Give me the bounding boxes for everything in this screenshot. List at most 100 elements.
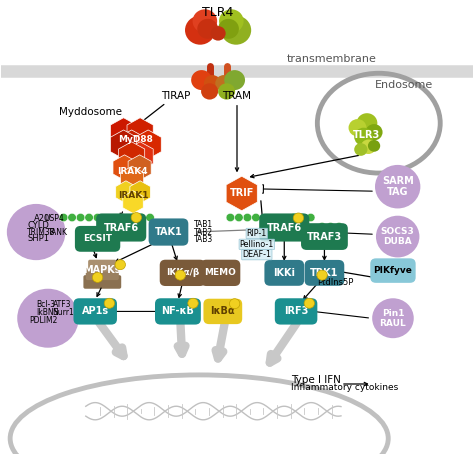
Circle shape bbox=[201, 83, 218, 100]
FancyBboxPatch shape bbox=[201, 260, 240, 286]
Circle shape bbox=[175, 270, 185, 280]
Text: Nurr1: Nurr1 bbox=[53, 308, 74, 317]
Text: Endosome: Endosome bbox=[375, 80, 433, 90]
Circle shape bbox=[17, 289, 79, 348]
Circle shape bbox=[137, 213, 146, 222]
Circle shape bbox=[204, 75, 221, 91]
Circle shape bbox=[354, 128, 373, 146]
Polygon shape bbox=[120, 166, 144, 192]
Text: IRAK1: IRAK1 bbox=[118, 191, 148, 200]
Text: PtdIns5P: PtdIns5P bbox=[317, 278, 353, 288]
Text: TRAF6: TRAF6 bbox=[104, 222, 139, 233]
Circle shape bbox=[226, 213, 235, 222]
Circle shape bbox=[210, 26, 226, 40]
Text: IκBα: IκBα bbox=[210, 306, 235, 316]
Circle shape bbox=[376, 216, 419, 258]
Polygon shape bbox=[110, 118, 137, 147]
Circle shape bbox=[298, 213, 307, 222]
FancyBboxPatch shape bbox=[264, 260, 304, 286]
Text: Pellino-1: Pellino-1 bbox=[240, 240, 274, 249]
Polygon shape bbox=[128, 155, 151, 180]
Text: TANK: TANK bbox=[48, 228, 68, 237]
Text: TRAM: TRAM bbox=[222, 91, 252, 101]
Text: TRIM38: TRIM38 bbox=[27, 228, 55, 237]
Circle shape bbox=[243, 213, 252, 222]
Text: IKKα/β: IKKα/β bbox=[166, 268, 199, 278]
Circle shape bbox=[76, 213, 85, 222]
Text: Myddosome: Myddosome bbox=[59, 107, 122, 117]
Circle shape bbox=[348, 119, 366, 136]
Polygon shape bbox=[118, 130, 145, 159]
Polygon shape bbox=[110, 130, 137, 159]
Text: IRAK4: IRAK4 bbox=[117, 167, 148, 176]
Circle shape bbox=[191, 70, 212, 90]
Polygon shape bbox=[127, 118, 153, 147]
Text: Inflammatory cytokines: Inflammatory cytokines bbox=[292, 383, 399, 392]
Circle shape bbox=[218, 83, 235, 100]
Circle shape bbox=[59, 213, 68, 222]
FancyBboxPatch shape bbox=[301, 223, 348, 250]
Text: CYLD: CYLD bbox=[27, 221, 49, 230]
Text: AP1s: AP1s bbox=[82, 306, 109, 316]
Circle shape bbox=[361, 140, 376, 154]
Circle shape bbox=[104, 298, 115, 308]
Text: MyD88: MyD88 bbox=[118, 135, 153, 143]
FancyBboxPatch shape bbox=[203, 299, 242, 324]
Text: Pin1
RAUL: Pin1 RAUL bbox=[380, 308, 406, 328]
Circle shape bbox=[221, 15, 251, 45]
FancyBboxPatch shape bbox=[86, 268, 119, 280]
Circle shape bbox=[252, 213, 260, 222]
Circle shape bbox=[7, 204, 65, 260]
FancyBboxPatch shape bbox=[155, 298, 201, 324]
Text: TAK1: TAK1 bbox=[155, 227, 182, 237]
Text: PIKfyve: PIKfyve bbox=[374, 266, 412, 275]
Text: NF-κB: NF-κB bbox=[162, 306, 194, 316]
Circle shape bbox=[115, 260, 126, 270]
Text: transmembrane: transmembrane bbox=[287, 54, 376, 64]
Circle shape bbox=[224, 70, 245, 90]
Circle shape bbox=[229, 299, 240, 308]
Text: IkBNS: IkBNS bbox=[36, 308, 58, 317]
Circle shape bbox=[92, 273, 103, 283]
Text: MAPKs: MAPKs bbox=[83, 265, 121, 275]
Text: IKKi: IKKi bbox=[273, 268, 295, 278]
Circle shape bbox=[375, 165, 420, 208]
Circle shape bbox=[218, 19, 239, 39]
Text: RIP-1: RIP-1 bbox=[247, 229, 267, 238]
FancyBboxPatch shape bbox=[305, 260, 344, 286]
Circle shape bbox=[354, 143, 367, 156]
Circle shape bbox=[317, 270, 327, 280]
Circle shape bbox=[235, 213, 243, 222]
Circle shape bbox=[219, 9, 244, 33]
FancyBboxPatch shape bbox=[75, 226, 120, 252]
Polygon shape bbox=[116, 181, 136, 203]
Circle shape bbox=[372, 298, 414, 338]
Text: TAB2: TAB2 bbox=[194, 228, 214, 237]
Text: Bcl-3: Bcl-3 bbox=[36, 300, 55, 309]
Text: IRF3: IRF3 bbox=[284, 306, 308, 316]
Text: SOCS3
DUBA: SOCS3 DUBA bbox=[381, 227, 415, 246]
Polygon shape bbox=[130, 181, 150, 203]
Polygon shape bbox=[123, 191, 143, 213]
Text: USP4: USP4 bbox=[45, 214, 64, 223]
Text: Type I IFN: Type I IFN bbox=[292, 375, 341, 385]
Polygon shape bbox=[118, 142, 145, 171]
Circle shape bbox=[93, 213, 102, 222]
FancyBboxPatch shape bbox=[275, 298, 318, 324]
Circle shape bbox=[293, 213, 304, 223]
FancyBboxPatch shape bbox=[259, 213, 310, 242]
Circle shape bbox=[85, 213, 93, 222]
Text: TBK1: TBK1 bbox=[310, 268, 338, 278]
Text: SARM
TAG: SARM TAG bbox=[382, 176, 413, 197]
Circle shape bbox=[318, 222, 326, 231]
Text: TAB1: TAB1 bbox=[194, 220, 214, 229]
Circle shape bbox=[335, 222, 343, 231]
Text: DEAF-1: DEAF-1 bbox=[242, 250, 271, 259]
FancyBboxPatch shape bbox=[73, 298, 117, 324]
Circle shape bbox=[185, 15, 215, 45]
FancyBboxPatch shape bbox=[149, 218, 188, 246]
Circle shape bbox=[215, 75, 232, 91]
Circle shape bbox=[188, 298, 198, 308]
Text: TLR3: TLR3 bbox=[353, 130, 381, 140]
Circle shape bbox=[326, 222, 335, 231]
